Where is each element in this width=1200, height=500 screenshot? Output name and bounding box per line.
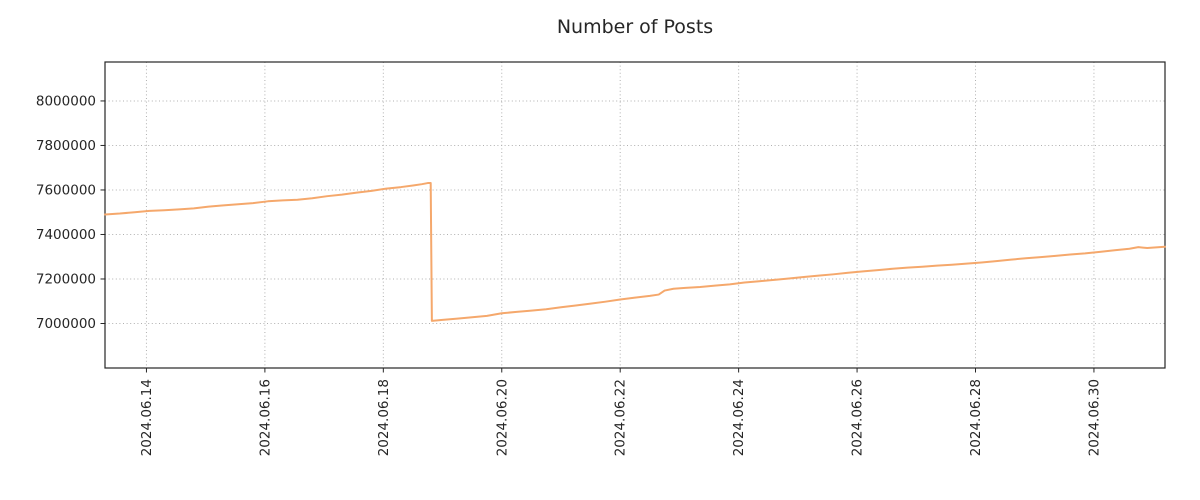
y-tick-label: 7800000 (36, 138, 96, 154)
y-tick-label: 8000000 (36, 93, 96, 109)
plot-frame (104, 61, 1166, 369)
x-tick-label: 2024.06.14 (139, 379, 155, 456)
x-tick-label: 2024.06.16 (257, 379, 273, 456)
x-tick-label: 2024.06.26 (850, 379, 866, 456)
x-tick-label: 2024.06.28 (968, 379, 984, 456)
chart-title: Number of Posts (556, 16, 714, 38)
y-tick-label: 7000000 (36, 316, 96, 332)
y-tick-label: 7200000 (36, 271, 96, 287)
x-tick-label: 2024.06.20 (494, 379, 510, 456)
x-tick-label: 2024.06.22 (613, 379, 629, 456)
x-tick-label: 2024.06.30 (1086, 379, 1102, 456)
y-tick-label: 7400000 (36, 227, 96, 243)
x-tick-label: 2024.06.18 (376, 379, 392, 456)
y-tick-label: 7600000 (36, 182, 96, 198)
x-tick-label: 2024.06.24 (731, 379, 747, 456)
series-line (104, 182, 1166, 322)
